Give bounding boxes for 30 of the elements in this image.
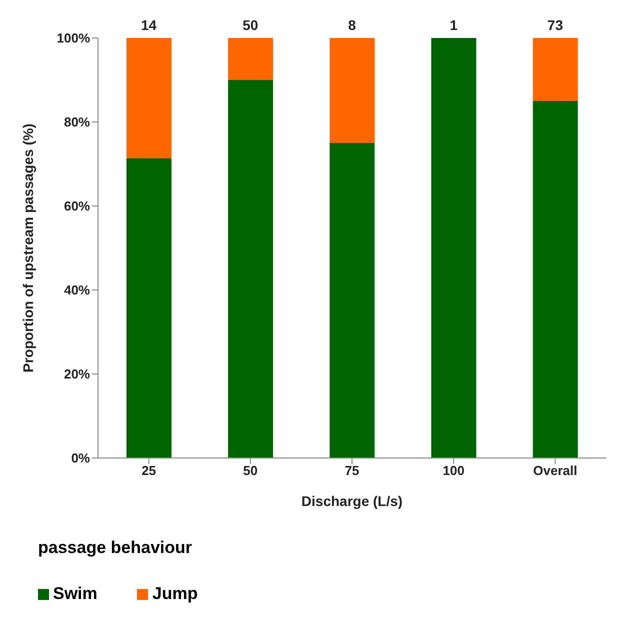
x-tick-label: Overall xyxy=(533,463,578,478)
y-tick-label: 80% xyxy=(64,114,90,130)
legend-title: passage behaviour xyxy=(38,538,194,558)
bar xyxy=(228,80,274,458)
bar xyxy=(431,38,476,458)
bar xyxy=(330,143,375,458)
y-tick-label: 40% xyxy=(64,282,90,298)
x-tick-label: 50 xyxy=(243,463,258,478)
annotation: 1 xyxy=(450,17,458,33)
x-axis-title: Discharge (L/s) xyxy=(301,493,403,509)
annotation: 14 xyxy=(141,17,157,33)
bar xyxy=(126,38,172,158)
legend-label: Swim xyxy=(53,584,98,604)
y-tick-label: 0% xyxy=(71,450,90,466)
legend-label: Jump xyxy=(152,584,198,604)
y-tick-label: 100% xyxy=(56,30,90,46)
annotation: 50 xyxy=(242,17,258,33)
bar xyxy=(228,38,274,80)
bar xyxy=(532,38,578,101)
bar xyxy=(330,38,375,143)
y-tick-label: 60% xyxy=(64,198,90,214)
y-axis-title: Proportion of upstream passages (%) xyxy=(20,124,36,372)
annotation: 73 xyxy=(547,17,564,33)
y-tick-label: 20% xyxy=(64,366,90,382)
bar xyxy=(126,158,172,458)
x-tick-label: 75 xyxy=(344,463,360,478)
x-tick-label: 25 xyxy=(142,463,156,478)
annotation: 8 xyxy=(348,17,356,33)
bar xyxy=(532,101,578,458)
x-tick-label: 100 xyxy=(442,463,464,478)
